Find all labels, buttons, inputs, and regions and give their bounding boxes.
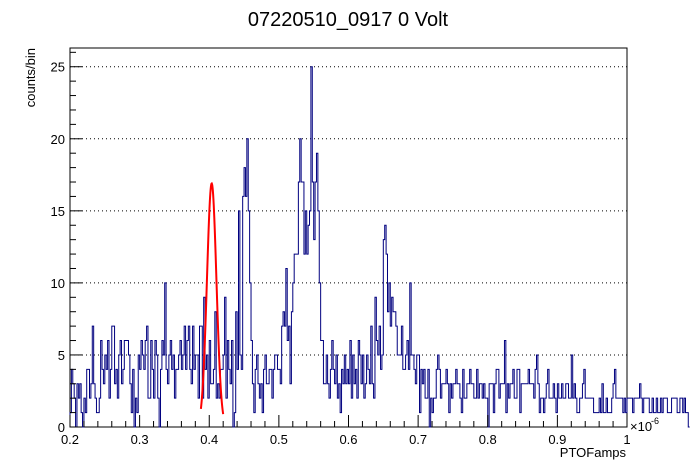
x-axis-exponent-power: -6 bbox=[651, 416, 659, 426]
gaussian-fit-curve bbox=[199, 181, 225, 415]
y-tick-label-5: 25 bbox=[51, 60, 65, 75]
x-tick-label-7: 0.9 bbox=[548, 432, 566, 447]
grid-lines bbox=[70, 66, 627, 356]
x-tick-label-1: 0.3 bbox=[131, 432, 149, 447]
histogram-series-line bbox=[69, 66, 690, 428]
x-axis: 0.2 0.3 0.4 0.5 0.6 0.7 0.8 0.9 1 bbox=[61, 415, 631, 447]
x-tick-label-2: 0.4 bbox=[200, 432, 218, 447]
chart-title: 07220510_0917 0 Volt bbox=[248, 9, 449, 31]
x-tick-label-4: 0.6 bbox=[339, 432, 357, 447]
y-tick-label-2: 10 bbox=[51, 276, 65, 291]
x-tick-label-6: 0.8 bbox=[479, 432, 497, 447]
y-tick-label-3: 15 bbox=[51, 204, 65, 219]
x-tick-label-3: 0.5 bbox=[270, 432, 288, 447]
y-axis: 0 5 10 15 20 25 bbox=[51, 51, 82, 435]
x-tick-label-0: 0.2 bbox=[61, 432, 79, 447]
y-tick-label-1: 5 bbox=[58, 348, 65, 363]
x-tick-label-5: 0.7 bbox=[409, 432, 427, 447]
x-axis-exponent-base: ×10 bbox=[630, 419, 652, 434]
x-tick-label-8: 1 bbox=[623, 432, 630, 447]
y-tick-label-0: 0 bbox=[58, 420, 65, 435]
y-axis-title: counts/bin bbox=[23, 48, 38, 107]
y-tick-label-4: 20 bbox=[51, 132, 65, 147]
x-axis-title: PTOFamps bbox=[560, 445, 627, 460]
